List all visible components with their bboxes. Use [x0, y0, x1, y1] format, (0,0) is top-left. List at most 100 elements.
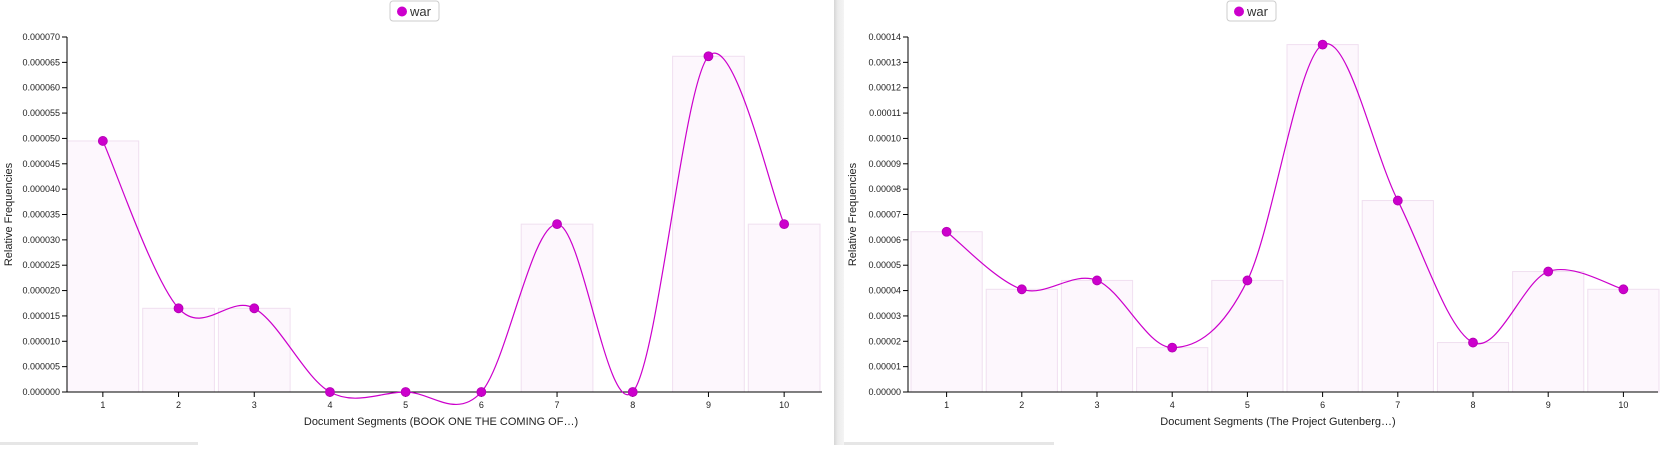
y-tick-label: 0.000005	[22, 362, 60, 372]
data-point[interactable]	[1618, 284, 1629, 295]
legend[interactable]: war	[1226, 0, 1277, 22]
chart-right: war 0.00000 0.00001 0.00002 0.00003 0.00004 0.…	[847, 0, 1660, 428]
x-tick-label: 4	[1170, 400, 1175, 410]
bar[interactable]	[1060, 279, 1134, 393]
chart-left: war 0.000000 0.000005 0.000010 0.000015 0.000…	[3, 0, 822, 428]
x-axis-label: Document Segments (The Project Gutenberg…	[1160, 416, 1395, 428]
x-tick-label: 8	[1470, 400, 1475, 410]
data-point[interactable]	[325, 387, 335, 397]
x-tick-label: 2	[176, 400, 181, 410]
y-tick-label: 0.000020	[22, 286, 60, 296]
y-tick-label: 0.00001	[868, 362, 901, 372]
y-axis-label: Relative Frequencies	[847, 162, 859, 266]
scrollbar-left[interactable]	[0, 442, 198, 445]
y-tick-label: 0.00005	[868, 260, 901, 270]
data-point[interactable]	[249, 303, 260, 314]
y-tick-label: 0.00010	[868, 133, 901, 143]
y-tick-label: 0.00013	[868, 57, 901, 67]
series-line	[946, 43, 1624, 349]
x-tick-label: 4	[327, 400, 332, 410]
bar[interactable]	[1436, 342, 1510, 393]
bar[interactable]	[217, 307, 291, 393]
y-tick-label: 0.00012	[868, 83, 901, 93]
x-tick-label: 7	[1395, 400, 1400, 410]
y-tick-label: 0.000060	[22, 83, 60, 93]
x-tick-label: 10	[1618, 400, 1628, 410]
bar[interactable]	[1286, 44, 1359, 393]
data-point[interactable]	[476, 387, 487, 397]
x-tick-label: 1	[100, 400, 105, 410]
bar[interactable]	[672, 55, 745, 393]
bar[interactable]	[747, 223, 821, 393]
data-point[interactable]	[1543, 266, 1554, 277]
bar[interactable]	[1587, 288, 1660, 393]
data-point[interactable]	[1016, 284, 1027, 295]
bar[interactable]	[1136, 347, 1209, 393]
bar[interactable]	[910, 231, 983, 393]
legend-marker-icon	[1234, 6, 1244, 17]
y-tick-label: 0.000065	[22, 57, 60, 67]
y-tick-label: 0.00011	[869, 108, 901, 118]
x-tick-label: 9	[706, 400, 711, 410]
y-tick-label: 0.000000	[22, 387, 60, 397]
y-tick-label: 0.00002	[868, 336, 901, 346]
data-point[interactable]	[1392, 195, 1403, 206]
y-tick-label: 0.000015	[22, 311, 60, 321]
data-point[interactable]	[1092, 275, 1102, 286]
y-tick-label: 0.00006	[868, 235, 901, 245]
y-tick-label: 0.00003	[868, 311, 901, 321]
data-point[interactable]	[1242, 275, 1253, 286]
bar[interactable]	[66, 140, 140, 393]
data-point[interactable]	[703, 51, 714, 62]
x-tick-label: 9	[1546, 400, 1551, 410]
y-tick-label: 0.00009	[868, 159, 901, 169]
bar[interactable]	[520, 223, 594, 393]
data-point[interactable]	[1317, 39, 1328, 50]
x-tick-label: 6	[479, 400, 484, 410]
y-tick-label: 0.000030	[22, 235, 60, 245]
x-tick-label: 5	[403, 400, 408, 410]
series-line	[102, 52, 785, 405]
y-tick-label: 0.00008	[868, 184, 901, 194]
legend[interactable]: war	[389, 0, 440, 22]
y-tick-label: 0.00014	[868, 32, 901, 42]
data-point[interactable]	[552, 219, 562, 230]
data-point[interactable]	[941, 226, 952, 237]
chart-panel-left: war 0.000000 0.000005 0.000010 0.000015 0.000…	[0, 0, 834, 445]
x-tick-label: 3	[1094, 400, 1099, 410]
data-point[interactable]	[627, 387, 638, 397]
legend-marker-icon	[397, 6, 407, 17]
y-tick-label: 0.000045	[22, 159, 60, 169]
bar[interactable]	[1361, 200, 1434, 393]
chart-panel-right: war 0.00000 0.00001 0.00002 0.00003 0.00004 0.…	[844, 0, 1675, 445]
x-tick-label: 3	[252, 400, 257, 410]
y-tick-label: 0.000010	[22, 336, 60, 346]
data-point[interactable]	[779, 219, 790, 230]
x-tick-label: 7	[555, 400, 560, 410]
bar[interactable]	[1512, 271, 1585, 393]
y-tick-label: 0.000025	[22, 260, 60, 270]
y-tick-label: 0.00000	[868, 387, 901, 397]
y-tick-label: 0.000040	[22, 184, 60, 194]
data-point[interactable]	[400, 387, 411, 397]
bar[interactable]	[985, 288, 1058, 393]
x-tick-label: 8	[630, 400, 635, 410]
bar[interactable]	[142, 307, 215, 393]
data-point[interactable]	[97, 136, 108, 146]
x-axis-label: Document Segments (BOOK ONE THE COMING O…	[304, 416, 578, 428]
x-tick-label: 1	[944, 400, 949, 410]
bar[interactable]	[1211, 279, 1284, 393]
x-tick-label: 6	[1320, 400, 1325, 410]
y-tick-label: 0.000070	[22, 32, 60, 42]
legend-label: war	[409, 4, 432, 19]
y-tick-label: 0.00004	[868, 286, 901, 296]
panel-divider[interactable]	[834, 0, 844, 445]
y-tick-label: 0.00007	[868, 210, 901, 220]
data-point[interactable]	[173, 303, 184, 314]
x-tick-label: 2	[1019, 400, 1024, 410]
data-point[interactable]	[1468, 337, 1478, 348]
x-tick-label: 10	[779, 400, 789, 410]
y-axis-label: Relative Frequencies	[3, 162, 15, 266]
data-point[interactable]	[1167, 342, 1178, 353]
scrollbar-right[interactable]	[844, 442, 1054, 445]
